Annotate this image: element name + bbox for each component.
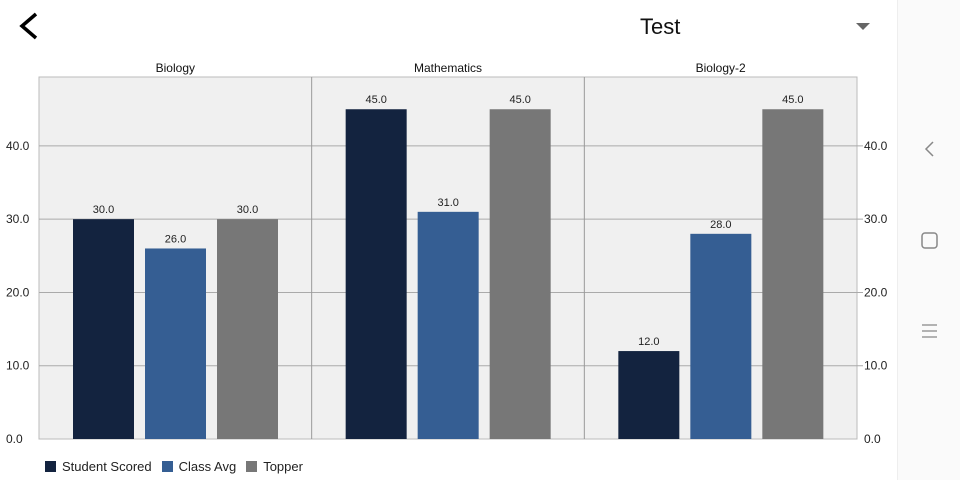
y-tick-label-right: 40.0 <box>864 139 888 153</box>
data-label: 26.0 <box>165 233 186 245</box>
chart-legend: Student Scored Class Avg Topper <box>45 459 303 474</box>
dropdown-caret-icon[interactable] <box>856 23 870 30</box>
bar-chart: 0.0 0.0 10.0 10.0 20.0 20.0 30.0 30.0 40.0 40.0 Bi… <box>6 61 888 446</box>
legend-item: Student Scored <box>45 459 152 474</box>
bar-topper <box>762 109 824 439</box>
bar-student-scored <box>73 219 134 439</box>
data-label: 45.0 <box>509 94 530 106</box>
category-label: Biology <box>156 61 195 75</box>
bar-student-scored <box>345 109 407 439</box>
nav-recents-icon[interactable] <box>918 319 942 343</box>
category-label: Mathematics <box>414 61 482 75</box>
back-arrow-icon[interactable] <box>14 8 50 44</box>
bar-class-avg <box>690 233 752 439</box>
data-label: 31.0 <box>437 197 458 209</box>
legend-item: Class Avg <box>161 459 237 474</box>
legend-label: Student Scored <box>62 459 152 474</box>
y-tick-label-left: 40.0 <box>6 139 30 153</box>
legend-swatch <box>45 461 56 472</box>
legend-swatch <box>246 461 258 472</box>
y-tick-label-left: 0.0 <box>6 432 23 446</box>
page-title: Test <box>640 14 681 39</box>
legend-label: Topper <box>263 459 303 474</box>
legend-item: Topper <box>246 459 303 474</box>
bar-topper <box>217 219 278 439</box>
bar-topper <box>489 109 551 439</box>
y-tick-label-left: 10.0 <box>6 359 30 373</box>
system-nav-bar <box>897 0 960 480</box>
bar-student-scored <box>618 351 680 439</box>
category-label: Biology-2 <box>696 61 746 75</box>
data-label: 28.0 <box>710 219 731 231</box>
data-label: 12.0 <box>638 336 659 348</box>
data-label: 45.0 <box>782 94 803 106</box>
data-label: 30.0 <box>93 204 114 216</box>
nav-back-icon[interactable] <box>918 137 942 161</box>
y-tick-label-left: 20.0 <box>6 285 30 299</box>
y-tick-label-right: 30.0 <box>864 212 888 226</box>
y-tick-label-right: 10.0 <box>864 359 888 373</box>
y-tick-label-right: 20.0 <box>864 285 888 299</box>
data-label: 30.0 <box>237 204 258 216</box>
legend-swatch <box>161 461 173 472</box>
y-tick-label-right: 0.0 <box>864 432 881 446</box>
nav-home-icon[interactable] <box>918 228 942 252</box>
legend-label: Class Avg <box>178 459 237 474</box>
bar-class-avg <box>417 211 479 439</box>
y-tick-label-left: 30.0 <box>6 212 30 226</box>
bar-class-avg <box>145 248 206 439</box>
data-label: 45.0 <box>365 94 386 106</box>
